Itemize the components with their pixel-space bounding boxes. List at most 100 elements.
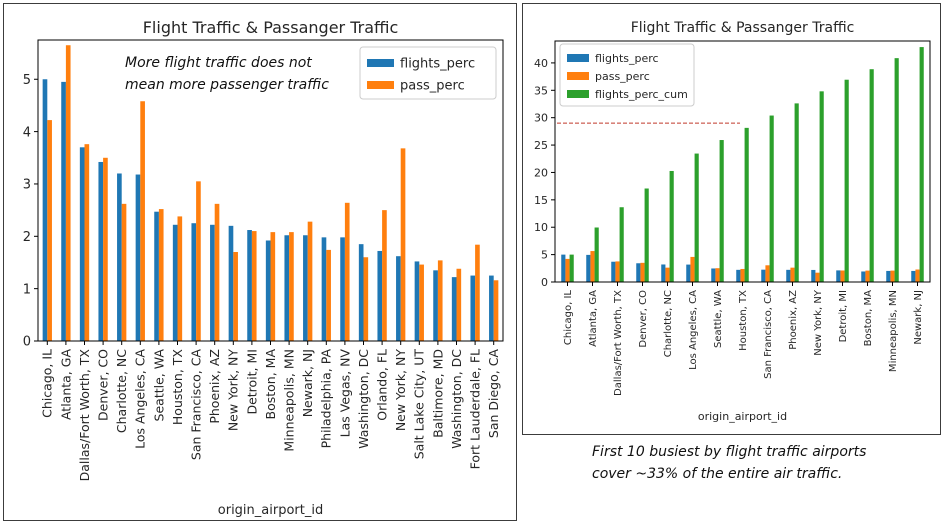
right-chart-title: Flight Traffic & Passanger Traffic [631,20,855,36]
right-y-tick-label: 25 [534,139,548,152]
right-bar-pass-perc [590,251,595,282]
right-bar-pass-perc [690,256,695,282]
right-bar-flights-perc [711,268,716,282]
left-annotation-line-1: More flight traffic does not [125,55,312,71]
left-bar-flights-perc [154,211,159,341]
left-x-tick-label: Atlanta, GA [58,349,73,420]
left-bar-pass-perc [103,157,108,341]
right-x-tick-label: Boston, MA [863,290,874,347]
right-bar-flights-perc [811,269,816,282]
left-x-tick-label: Baltimore, MD [430,349,445,438]
left-bar-pass-perc [177,216,183,341]
right-bar-flights-perc [561,254,566,282]
left-x-tick-label: Minneapolis, MN [281,349,296,452]
right-bar-flights-perc [786,269,791,282]
right-bar-flights-perc-cum [819,91,824,282]
left-bar-flights-perc [303,235,308,341]
right-y-tick-label: 10 [534,221,548,234]
right-x-tick-label: Denver, CO [638,290,649,348]
left-bar-pass-perc [289,232,294,341]
right-bar-flights-perc [761,269,766,282]
right-bar-flights-perc-cum [869,69,874,283]
right-x-tick-label: Detroit, MI [838,290,849,342]
right-y-tick-label: 30 [534,112,548,125]
left-y-tick-label: 2 [23,230,31,245]
right-x-tick-label: Los Angeles, CA [688,290,699,370]
right-bar-pass-perc [765,265,770,282]
left-y-tick-label: 1 [23,282,31,297]
right-x-tick-label: Charlotte, NC [663,290,674,357]
left-bar-flights-perc [321,237,327,341]
left-x-tick-label: Phoenix, AZ [207,349,222,424]
right-bar-flights-perc-cum [719,140,724,282]
right-legend-swatch-flights-perc-cum [567,90,589,98]
left-x-tick-label: Denver, CO [95,349,110,421]
left-x-tick-label: San Diego, CA [486,349,501,439]
left-bar-pass-perc [121,203,127,341]
right-x-tick-label: Seattle, WA [713,290,724,348]
left-bar-pass-perc [196,181,201,341]
left-y-tick-label: 5 [23,73,31,88]
left-bar-pass-perc [251,231,257,341]
left-bar-pass-perc [456,268,462,341]
right-bar-flights-perc [886,270,891,282]
right-x-tick-label: Chicago, IL [563,290,574,345]
right-x-tick-label: Dallas/Fort Worth, TX [613,290,624,396]
right-x-tick-label: Phoenix, AZ [788,290,799,350]
left-bar-pass-perc [419,264,424,341]
left-annotation-line-2: mean more passenger traffic [125,77,329,93]
right-bar-flights-perc [636,263,641,282]
left-annotation: More flight traffic does not mean more p… [125,52,365,96]
right-y-tick-label: 0 [541,276,548,289]
right-bar-pass-perc [565,258,570,282]
right-legend-box [559,43,695,107]
right-bar-pass-perc [915,269,920,282]
left-x-tick-label: Charlotte, NC [114,349,129,433]
right-bar-flights-perc [661,264,666,282]
left-x-tick-label: New York, NY [393,349,408,432]
right-bar-pass-perc [840,270,845,282]
left-bar-flights-perc [340,237,345,341]
left-bar-flights-perc [377,250,383,341]
right-caption-line-2: cover ~33% of the entire air traffic. [592,466,843,482]
right-caption-line-1: First 10 busiest by flight traffic airpo… [592,444,867,460]
right-bar-flights-perc-cum [794,103,799,282]
left-bar-pass-perc [270,232,276,341]
left-bar-flights-perc [358,244,364,341]
left-x-tick-label: Chicago, IL [40,349,55,418]
left-x-tick-label: Orlando, FL [374,349,389,421]
left-bar-flights-perc [228,225,234,341]
left-bar-pass-perc [326,249,331,341]
right-y-tick-label: 20 [534,166,548,179]
left-bar-flights-perc [172,224,178,341]
right-x-axis-label: origin_airport_id [698,410,787,423]
left-bar-flights-perc [433,270,438,341]
left-bar-pass-perc [214,203,220,341]
right-bar-flights-perc-cum [619,207,624,282]
left-bar-flights-perc [265,240,271,341]
left-x-tick-label: Los Angeles, CA [133,349,148,449]
right-bar-flights-perc [611,261,616,282]
left-x-tick-label: Salt Lake City, UT [412,349,427,460]
left-x-tick-label: Las Vegas, NV [337,349,352,438]
right-bar-flights-perc-cum [744,127,749,283]
left-x-tick-label: Washington, DC [449,349,464,449]
left-x-axis-label: origin_airport_id [218,503,323,518]
left-bar-flights-perc [117,173,122,341]
left-bar-pass-perc [475,244,480,341]
left-bar-flights-perc [135,174,141,341]
right-bar-flights-perc-cum [769,115,774,282]
right-y-tick-label: 40 [534,57,548,70]
left-bar-pass-perc [382,210,387,341]
right-bar-flights-perc-cum [844,79,849,282]
right-x-tick-label: New York, NY [813,289,824,356]
left-bar-flights-perc [451,277,457,341]
right-bar-flights-perc-cum [594,227,599,282]
left-bar-flights-perc [61,81,66,341]
right-bar-flights-perc-cum [669,170,674,282]
left-x-tick-label: Seattle, WA [151,349,166,422]
left-bar-pass-perc [140,101,145,342]
left-bar-flights-perc [470,275,476,341]
right-x-tick-label: San Francisco, CA [763,290,774,379]
